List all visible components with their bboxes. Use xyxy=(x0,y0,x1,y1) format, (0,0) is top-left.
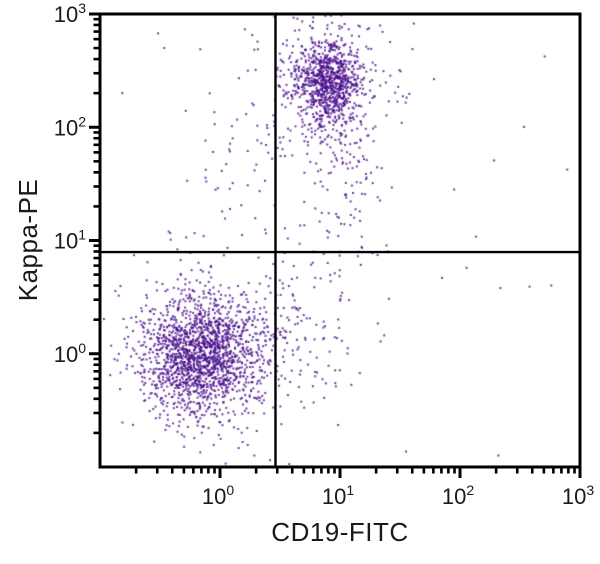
y-tick-label: 103 xyxy=(54,0,86,27)
y-tick-label: 100 xyxy=(54,340,86,367)
x-tick-label: 100 xyxy=(202,482,234,509)
x-axis-label: CD19-FITC xyxy=(271,517,409,547)
x-tick-label: 101 xyxy=(322,482,354,509)
y-tick-label: 102 xyxy=(54,113,86,140)
y-tick-label: 101 xyxy=(54,227,86,254)
scatter-points-canvas xyxy=(100,14,580,467)
x-tick-label: 102 xyxy=(442,482,474,509)
y-axis-label: Kappa-PE xyxy=(13,178,43,302)
x-tick-label: 103 xyxy=(562,482,594,509)
